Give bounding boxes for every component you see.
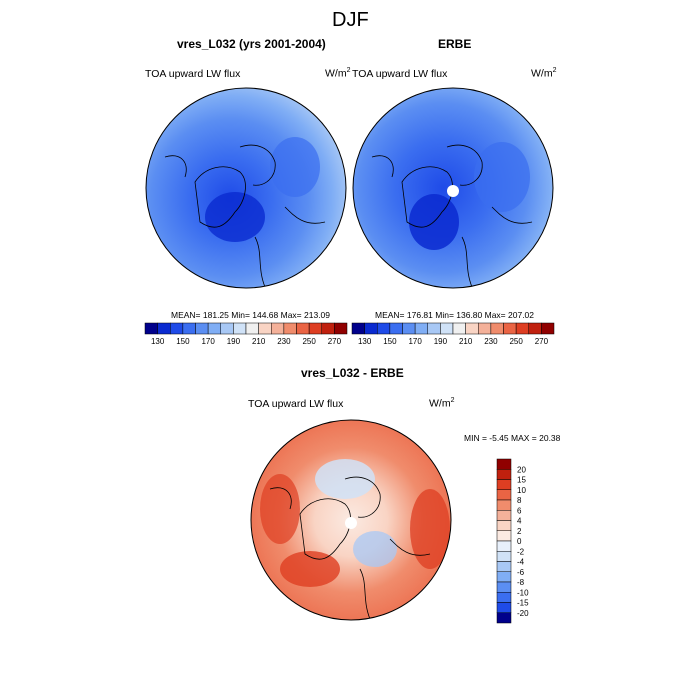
colorbar-panel-2-tick-label: 250 [509,337,523,346]
colorbar-difference-swatch [496,510,512,521]
panel-3-stats: MIN = -5.45 MAX = 20.38 [464,433,561,443]
colorbar-panel-1-swatch [258,322,272,335]
colorbar-panel-2-swatch [528,322,542,335]
colorbar-panel-1-swatch [296,322,310,335]
colorbar-panel-2-swatch [515,322,529,335]
colorbar-difference-swatch [496,551,512,562]
colorbar-panel-1-tick-label: 130 [151,337,165,346]
colorbar-panel-2-tick-label: 230 [484,337,498,346]
colorbar-difference-tick-label: 4 [517,517,522,526]
colorbar-panel-1-swatch [207,322,221,335]
colorbar-difference-swatch [496,581,512,593]
colorbar-panel-2-tick-label: 130 [358,337,372,346]
panel-3-variable-label: TOA upward LW flux [248,398,344,410]
colorbar-panel-2-swatch [414,322,428,335]
colorbar-difference-tick-label: 6 [517,506,522,515]
colorbar-panel-1-swatch [144,322,158,335]
colorbar-difference-tick-label: 15 [517,476,526,485]
colorbar-panel-1-swatch [220,322,234,335]
colorbar-panel-2-swatch [440,322,454,335]
colorbar-panel-1-tick-label: 230 [277,337,291,346]
colorbar-panel-1-swatch [182,322,196,335]
colorbar-difference-swatch [496,530,512,542]
panel-3-units: W/m2 [429,397,455,410]
colorbar-panel-1-tick-label: 270 [328,337,342,346]
colorbar-difference-swatch [496,469,512,480]
panel-2-variable-label: TOA upward LW flux [352,68,448,80]
colorbar-difference-swatch [496,540,512,552]
colorbar-difference-tick-label: -4 [517,558,525,567]
colorbar-difference-tick-label: -2 [517,547,525,556]
colorbar-difference-tick-label: -6 [517,568,525,577]
colorbar-difference-swatch [496,571,512,583]
colorbar-difference-tick-label: 2 [517,527,522,536]
colorbar-panel-1-tick-label: 150 [176,337,190,346]
colorbar-panel-2-swatch [452,322,466,335]
colorbar-difference-tick-label: 10 [517,486,526,495]
colorbar-panel-1-swatch [170,322,184,335]
panel-1-variable-label: TOA upward LW flux [145,68,241,80]
panel-1-title: vres_L032 (yrs 2001-2004) [177,37,326,51]
panel-1-stats: MEAN= 181.25 Min= 144.68 Max= 213.09 [171,310,331,320]
colorbar-panel-1-tick-label: 170 [201,337,215,346]
colorbar-difference-swatch [496,602,512,613]
colorbar-difference-tick-label: 20 [517,465,526,474]
colorbar-panel-1-swatch [308,322,322,335]
colorbar-difference-swatch [496,499,512,511]
colorbar-panel-2-swatch [541,322,555,335]
colorbar-panel-1-swatch [283,322,297,335]
panel-3-title: vres_L032 - ERBE [301,366,404,380]
colorbar-difference-swatch [496,520,512,531]
colorbar-panel-2-swatch [402,322,416,335]
colorbar-panel-2-tick-label: 210 [459,337,473,346]
colorbar-panel-2-swatch [427,322,441,335]
colorbar-panel-1-tick-label: 190 [227,337,241,346]
colorbar-difference-swatch [496,479,512,490]
colorbar-difference-swatch [496,489,512,501]
colorbar-difference-swatch [496,458,512,470]
colorbar-panel-2-swatch [351,322,365,335]
colorbar-panel-1-swatch [271,322,285,335]
colorbar-panel-1-tick-label: 210 [252,337,266,346]
colorbar-panel-1-swatch [157,322,171,335]
colorbar-panel-2-tick-label: 190 [434,337,448,346]
panel-2-title: ERBE [438,37,472,51]
colorbar-difference-tick-label: -10 [517,588,529,597]
colorbar-panel-1-swatch [233,322,247,335]
colorbar-panel-2: 130 150 170 190 210 230 250 270 [351,322,555,346]
colorbar-difference-tick-label: -15 [517,599,529,608]
colorbar-panel-2-tick-label: 170 [408,337,422,346]
colorbar-panel-2-swatch [364,322,378,335]
colorbar-panel-1-swatch [334,322,348,335]
colorbar-panel-1-swatch [245,322,259,335]
colorbar-panel-2-swatch [465,322,479,335]
panel-2-stats: MEAN= 176.81 Min= 136.80 Max= 207.02 [375,310,535,320]
colorbar-difference-tick-label: -8 [517,578,525,587]
colorbar-difference-tick-label: 8 [517,496,522,505]
panel-1-polar-map [145,87,347,289]
colorbar-panel-2-tick-label: 150 [383,337,397,346]
colorbar-difference-tick-label: 0 [517,537,522,546]
colorbar-difference-swatch [496,612,512,624]
panel-3-polar-map [250,419,452,621]
colorbar-panel-2-swatch [503,322,517,335]
colorbar-difference-swatch [496,561,512,572]
colorbar-panel-1-swatch [321,322,335,335]
colorbar-difference-swatch [496,592,512,603]
colorbar-difference-tick-label: -20 [517,609,529,618]
colorbar-panel-2-swatch [377,322,391,335]
colorbar-panel-2-swatch [389,322,403,335]
panel-2-polar-map [352,87,554,289]
colorbar-panel-2-swatch [478,322,492,335]
colorbar-panel-1-tick-label: 250 [302,337,316,346]
panel-2-units: W/m2 [531,67,557,80]
panel-1-units: W/m2 [325,67,351,80]
colorbar-panel-1: 130 150 170 190 210 230 250 270 [144,322,348,346]
colorbar-panel-2-tick-label: 270 [535,337,549,346]
figure-title: DJF [332,9,369,31]
colorbar-panel-2-swatch [490,322,504,335]
colorbar-panel-1-swatch [195,322,209,335]
